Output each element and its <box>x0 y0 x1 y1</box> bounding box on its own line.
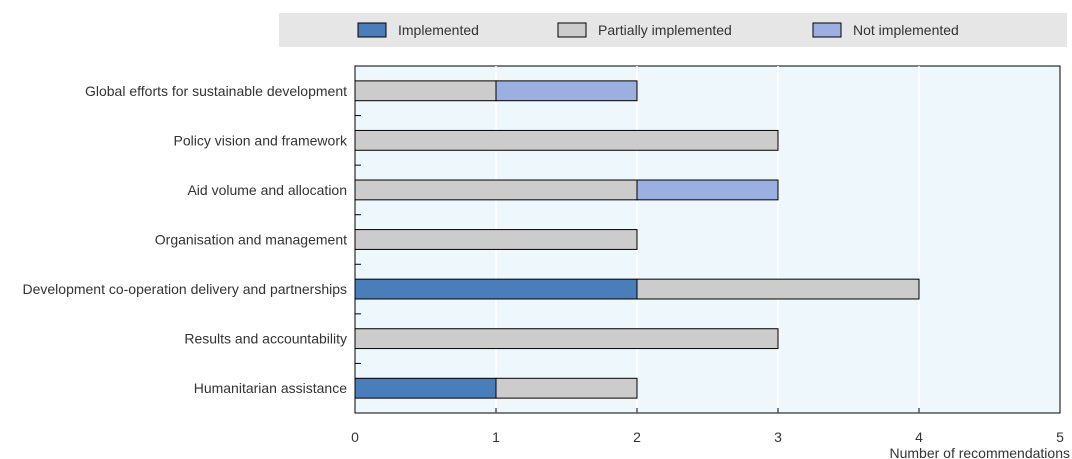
bar-partially-implemented-humanitarian-assistance <box>495 377 638 399</box>
bars <box>354 80 920 399</box>
legend-label-not-implemented: Not implemented <box>853 22 959 38</box>
bar-partially-implemented-development-co-operation-delivery-and-partnerships <box>636 278 920 300</box>
legend: Implemented Partially implemented Not impl… <box>357 22 959 38</box>
x-tick-label: 4 <box>915 429 923 445</box>
bar-partially-implemented-global-efforts-for-sustainable-development <box>354 80 497 102</box>
bar-partially-implemented-policy-vision-and-framework <box>354 129 779 151</box>
legend-label-partially-implemented: Partially implemented <box>598 22 732 38</box>
x-tick-label: 3 <box>774 429 782 445</box>
bar-implemented-humanitarian-assistance <box>354 377 497 399</box>
legend-swatch-implemented <box>357 22 387 38</box>
x-axis-label: Number of recommendations <box>889 445 1070 459</box>
category-label: Results and accountability <box>184 331 347 347</box>
x-tick-label: 5 <box>1056 429 1064 445</box>
legend-background <box>279 13 1067 47</box>
category-labels: Global efforts for sustainable developme… <box>22 83 361 396</box>
category-label: Organisation and management <box>155 232 347 248</box>
bar-partially-implemented-results-and-accountability <box>354 328 779 350</box>
legend-label-implemented: Implemented <box>398 22 479 38</box>
category-label: Global efforts for sustainable developme… <box>85 83 347 99</box>
category-label: Humanitarian assistance <box>194 380 348 396</box>
category-label: Policy vision and framework <box>173 132 348 148</box>
legend-swatch-not-implemented <box>812 22 842 38</box>
x-tick-label: 0 <box>351 429 359 445</box>
legend-swatch-partially-implemented <box>557 22 587 38</box>
bar-implemented-development-co-operation-delivery-and-partnerships <box>354 278 638 300</box>
category-label: Aid volume and allocation <box>187 182 347 198</box>
category-label: Development co-operation delivery and pa… <box>22 281 347 297</box>
bar-not-implemented-aid-volume-and-allocation <box>636 179 779 201</box>
x-tick-label: 2 <box>633 429 641 445</box>
bar-not-implemented-global-efforts-for-sustainable-development <box>495 80 638 102</box>
bar-partially-implemented-organisation-and-management <box>354 229 638 250</box>
x-tick-label: 1 <box>492 429 500 445</box>
x-axis-ticks: 0 1 2 3 4 5 <box>351 408 1064 445</box>
bar-partially-implemented-aid-volume-and-allocation <box>354 179 638 201</box>
